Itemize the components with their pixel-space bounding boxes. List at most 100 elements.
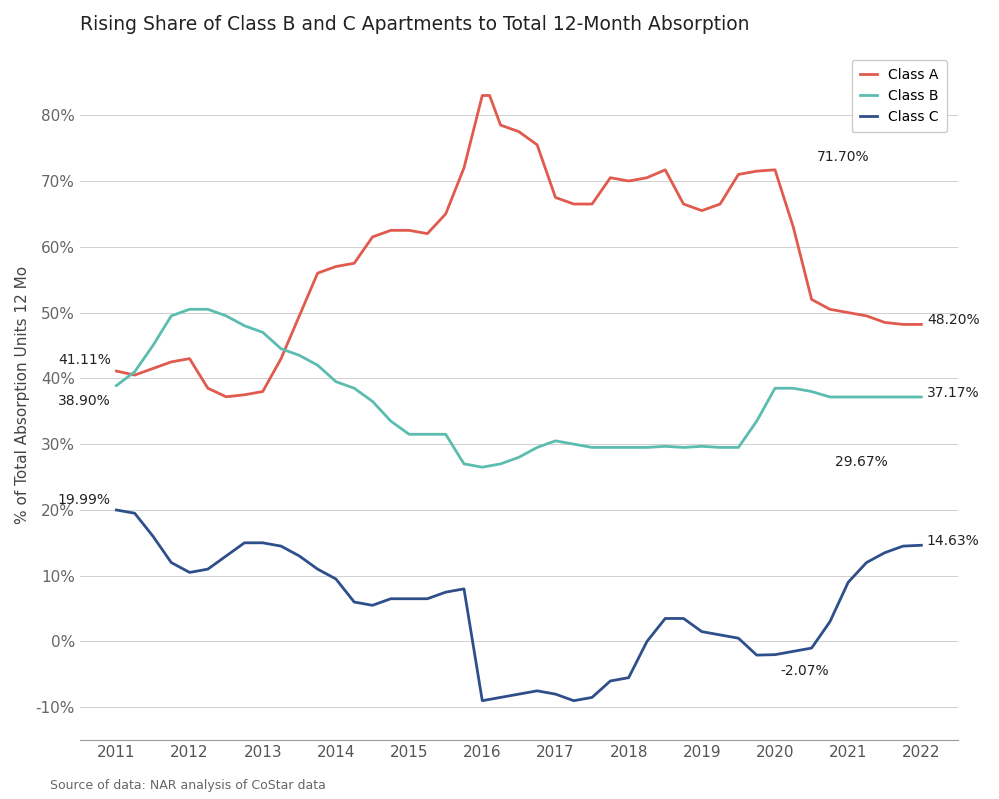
- Class B: [586, 443, 598, 452]
- Text: 48.20%: 48.20%: [927, 313, 980, 328]
- Class B: [477, 463, 489, 472]
- Class C: [385, 594, 397, 603]
- Class A: [484, 91, 496, 101]
- Class C: [312, 564, 324, 574]
- Class C: [184, 567, 196, 577]
- Class A: [787, 222, 799, 232]
- Class A: [385, 225, 397, 235]
- Class C: [477, 696, 489, 706]
- Class B: [239, 321, 251, 331]
- Class C: [897, 541, 909, 551]
- Class A: [750, 166, 762, 176]
- Class B: [184, 304, 196, 314]
- Class C: [239, 538, 251, 547]
- Class A: [567, 199, 579, 209]
- Class A: [294, 311, 306, 320]
- Class B: [787, 384, 799, 393]
- Class A: [915, 320, 927, 329]
- Class B: [202, 304, 214, 314]
- Class A: [824, 304, 836, 314]
- Text: 71.70%: 71.70%: [817, 150, 870, 165]
- Legend: Class A, Class B, Class C: Class A, Class B, Class C: [851, 60, 947, 133]
- Class C: [440, 587, 452, 597]
- Class A: [897, 320, 909, 329]
- Class A: [147, 364, 159, 373]
- Text: 38.90%: 38.90%: [58, 394, 111, 408]
- Class B: [404, 430, 416, 439]
- Class B: [349, 384, 361, 393]
- Class C: [915, 540, 927, 550]
- Class B: [147, 340, 159, 350]
- Class B: [659, 442, 671, 451]
- Class B: [422, 430, 434, 439]
- Class A: [842, 308, 854, 317]
- Class C: [769, 650, 781, 659]
- Class B: [824, 392, 836, 402]
- Class C: [165, 558, 177, 567]
- Class A: [769, 165, 781, 175]
- Class B: [549, 436, 561, 446]
- Class A: [495, 121, 506, 130]
- Class A: [696, 206, 708, 216]
- Class B: [440, 430, 452, 439]
- Class A: [349, 258, 361, 268]
- Class A: [330, 262, 342, 272]
- Class A: [458, 163, 470, 173]
- Class C: [677, 614, 689, 623]
- Text: 29.67%: 29.67%: [835, 455, 888, 469]
- Line: Class C: Class C: [116, 510, 921, 701]
- Class C: [622, 673, 634, 682]
- Class C: [879, 548, 891, 558]
- Class A: [714, 199, 726, 209]
- Class A: [404, 225, 416, 235]
- Class A: [257, 387, 269, 396]
- Class C: [257, 538, 269, 547]
- Class C: [549, 690, 561, 699]
- Class A: [202, 384, 214, 393]
- Class B: [385, 416, 397, 426]
- Class B: [641, 443, 653, 452]
- Class A: [860, 311, 872, 320]
- Class B: [750, 416, 762, 426]
- Class A: [129, 370, 141, 380]
- Class B: [495, 459, 506, 469]
- Class B: [367, 396, 379, 406]
- Class A: [184, 354, 196, 364]
- Class B: [805, 387, 817, 396]
- Class C: [805, 643, 817, 653]
- Text: 37.17%: 37.17%: [927, 386, 980, 400]
- Class C: [732, 634, 744, 643]
- Class B: [458, 459, 470, 469]
- Class B: [915, 392, 927, 402]
- Class C: [275, 541, 287, 551]
- Class C: [147, 531, 159, 541]
- Class C: [202, 564, 214, 574]
- Class C: [110, 505, 122, 515]
- Class A: [659, 165, 671, 175]
- Class A: [586, 199, 598, 209]
- Class A: [477, 91, 489, 101]
- Class C: [714, 630, 726, 640]
- Text: Source of data: NAR analysis of CoStar data: Source of data: NAR analysis of CoStar d…: [50, 779, 326, 793]
- Class A: [165, 357, 177, 367]
- Class C: [129, 508, 141, 518]
- Class B: [879, 392, 891, 402]
- Class B: [696, 442, 708, 451]
- Class C: [567, 696, 579, 706]
- Class B: [220, 311, 232, 320]
- Class A: [641, 173, 653, 182]
- Class A: [677, 199, 689, 209]
- Class A: [440, 209, 452, 219]
- Class A: [312, 268, 324, 278]
- Class B: [567, 439, 579, 449]
- Text: 41.11%: 41.11%: [58, 353, 111, 367]
- Class B: [714, 443, 726, 452]
- Class B: [732, 443, 744, 452]
- Class C: [659, 614, 671, 623]
- Class C: [531, 686, 543, 696]
- Class B: [257, 328, 269, 337]
- Y-axis label: % of Total Absorption Units 12 Mo: % of Total Absorption Units 12 Mo: [15, 266, 30, 524]
- Text: Rising Share of Class B and C Apartments to Total 12-Month Absorption: Rising Share of Class B and C Apartments…: [80, 15, 749, 34]
- Text: 14.63%: 14.63%: [927, 535, 980, 548]
- Class A: [422, 229, 434, 238]
